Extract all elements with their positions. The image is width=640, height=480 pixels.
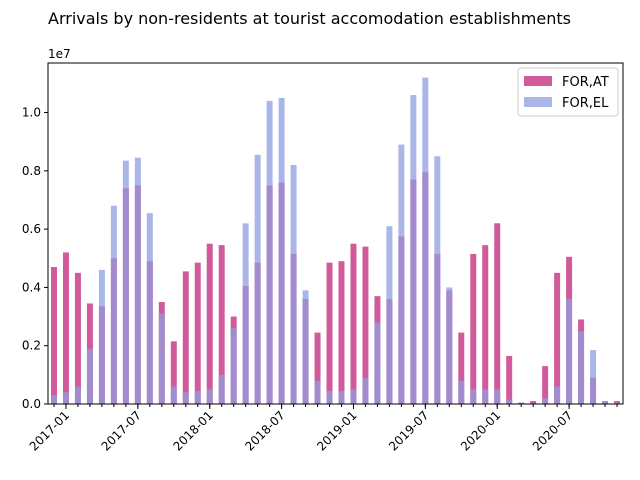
bar-for-at: [170, 341, 177, 404]
bar-for-el: [314, 380, 321, 404]
bar-for-el: [386, 226, 393, 404]
bar-for-at: [458, 332, 465, 404]
bar-for-el: [278, 97, 285, 404]
bar-for-el: [74, 386, 81, 404]
bar-for-el: [434, 156, 441, 404]
bar-for-at: [62, 252, 69, 404]
bar-for-el: [338, 390, 345, 404]
bar-for-at: [314, 332, 321, 404]
bar-for-at: [182, 271, 189, 404]
legend-label: FOR,EL: [562, 96, 609, 111]
legend-label: FOR,AT: [562, 75, 609, 90]
y-tick-label: 0.8: [22, 164, 41, 178]
bar-for-at: [530, 401, 537, 404]
bar-for-el: [362, 377, 369, 404]
x-tick-label: 2017-07: [99, 408, 144, 453]
bar-for-el: [122, 160, 129, 404]
bar-for-el: [170, 386, 177, 404]
legend-swatch: [524, 97, 552, 107]
bar-for-el: [218, 374, 225, 404]
bar-for-el: [578, 331, 585, 404]
x-tick-label: 2020-01: [458, 408, 503, 453]
bar-for-el: [482, 389, 489, 404]
y-scale-note: 1e7: [48, 47, 71, 61]
bar-for-el: [602, 401, 609, 404]
bar-for-at: [326, 262, 333, 404]
bar-for-el: [470, 389, 477, 404]
y-tick-label: 1.0: [22, 106, 41, 120]
bar-for-el: [614, 402, 621, 404]
bar-for-el: [410, 95, 417, 404]
bar-for-el: [446, 287, 453, 404]
bar-for-el: [134, 157, 141, 404]
bar-for-at: [494, 223, 501, 404]
bar-for-el: [422, 77, 429, 404]
bar-for-el: [194, 390, 201, 404]
y-tick-label: 0.0: [22, 397, 41, 411]
bar-for-el: [158, 313, 165, 404]
bar-for-el: [50, 395, 57, 404]
bar-for-at: [50, 267, 57, 404]
bar-for-el: [458, 380, 465, 404]
x-tick-label: 2017-01: [27, 408, 72, 453]
bar-for-at: [218, 245, 225, 404]
bar-for-at: [506, 355, 513, 404]
bar-for-el: [506, 399, 513, 404]
bar-for-el: [350, 389, 357, 404]
bar-for-el: [494, 389, 501, 404]
bar-for-el: [266, 100, 273, 404]
x-tick-label: 2019-01: [314, 408, 359, 453]
bar-for-el: [182, 392, 189, 404]
y-tick-label: 0.2: [22, 339, 41, 353]
bar-for-at: [206, 243, 213, 404]
bar-for-el: [374, 322, 381, 404]
bar-for-el: [542, 398, 549, 404]
bar-for-at: [554, 272, 561, 404]
axes-frame: [47, 62, 624, 405]
bar-for-el: [290, 165, 297, 404]
bar-for-el: [146, 213, 153, 404]
legend: FOR,AT FOR,EL: [517, 67, 619, 117]
x-tick-label: 2018-07: [242, 408, 287, 453]
bar-for-el: [326, 390, 333, 404]
bar-for-el: [518, 402, 525, 404]
bar-for-at: [482, 245, 489, 404]
bar-for-at: [338, 261, 345, 404]
bar-for-el: [302, 290, 309, 404]
legend-swatch: [524, 76, 552, 86]
bar-for-at: [194, 262, 201, 404]
bar-for-el: [206, 389, 213, 404]
bar-for-el: [254, 154, 261, 404]
bar-for-el: [242, 223, 249, 404]
bar-for-at: [74, 272, 81, 404]
bar-for-at: [350, 243, 357, 404]
bar-for-el: [98, 269, 105, 404]
bar-for-el: [590, 350, 597, 404]
bar-for-el: [110, 205, 117, 404]
y-tick-label: 0.4: [22, 280, 41, 294]
bar-for-el: [86, 348, 93, 404]
bar-for-at: [362, 246, 369, 404]
y-tick-label: 0.6: [22, 222, 41, 236]
bar-for-el: [62, 392, 69, 404]
chart-title: Arrivals by non-residents at tourist acc…: [48, 9, 571, 28]
bar-for-el: [554, 386, 561, 404]
bar-for-el: [230, 328, 237, 404]
x-tick-label: 2020-07: [530, 408, 575, 453]
plot-area: 0.0 0.2 0.4 0.6 0.8 1.0 2017-01 2017-07 2018-01 2…: [22, 77, 621, 454]
x-tick-label: 2019-07: [386, 408, 431, 453]
bar-for-at: [470, 253, 477, 404]
bar-for-el: [398, 144, 405, 405]
x-tick-label: 2018-01: [170, 408, 215, 453]
bar-for-el: [566, 299, 573, 404]
bar-for-at: [542, 366, 549, 404]
